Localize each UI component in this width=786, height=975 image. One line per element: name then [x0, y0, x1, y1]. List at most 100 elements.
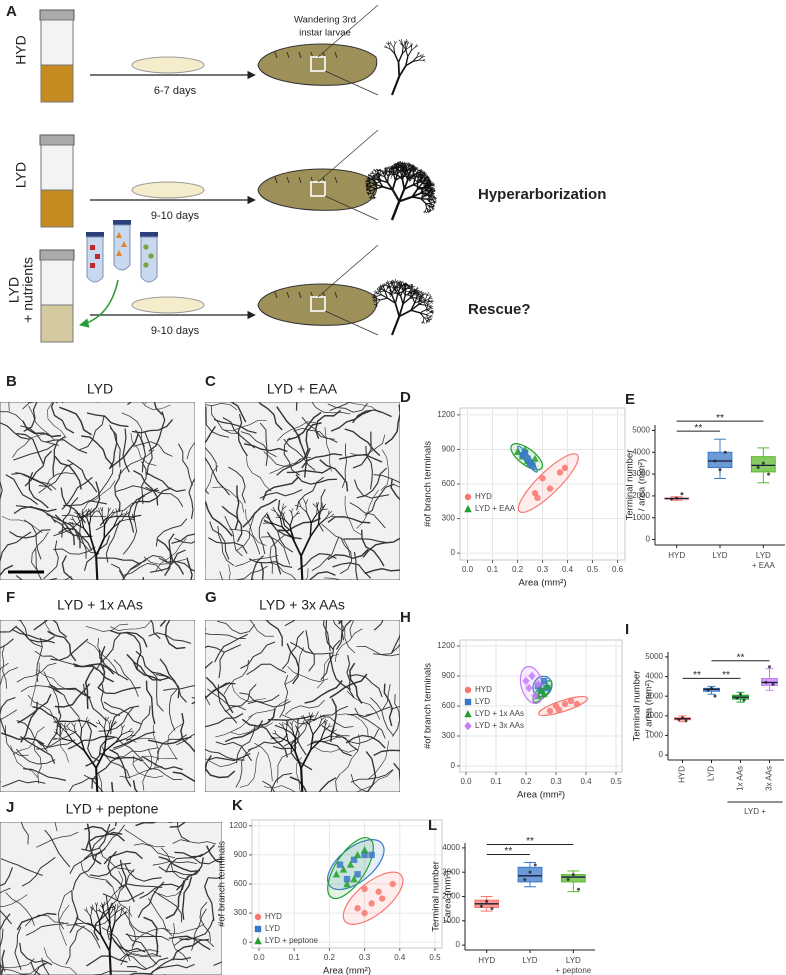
- neurite: [205, 762, 236, 779]
- dendrite: [423, 301, 426, 303]
- dendrite: [418, 300, 426, 305]
- dendrite: [296, 718, 299, 723]
- neurite: [286, 411, 322, 441]
- dendrite: [397, 284, 399, 288]
- dendrite: [107, 513, 112, 518]
- neurite: [0, 697, 16, 734]
- dendrite: [320, 731, 325, 741]
- dendrite: [430, 190, 434, 193]
- segment: [298, 51, 302, 59]
- panel-label: E: [625, 391, 635, 408]
- dendrite: [282, 726, 287, 733]
- dendrite: [418, 303, 425, 306]
- neurite: [390, 478, 400, 501]
- dendrite: [400, 280, 403, 284]
- dendrite: [274, 729, 277, 735]
- neurite: [0, 887, 11, 894]
- dendrite: [422, 172, 425, 175]
- point: [531, 691, 539, 701]
- dendrite: [426, 186, 430, 188]
- dendrite: [72, 740, 85, 752]
- dendrite: [376, 174, 379, 178]
- neurite: [38, 462, 75, 488]
- neurite: [109, 629, 148, 648]
- dendrite: [418, 169, 421, 172]
- point: [378, 895, 386, 902]
- dendrite: [387, 286, 390, 289]
- dendrite: [401, 46, 404, 54]
- dendrite: [384, 291, 388, 299]
- dendrite: [426, 292, 429, 296]
- dendrite: [422, 292, 426, 296]
- neurite: [85, 831, 123, 851]
- legend-marker: [464, 710, 472, 718]
- dendrite: [300, 555, 304, 580]
- y-tick-label: 300: [234, 908, 248, 917]
- neurite: [30, 961, 42, 975]
- dendrite: [427, 308, 431, 311]
- dendrite: [296, 512, 301, 515]
- neurite: [247, 700, 291, 708]
- dendrite: [401, 179, 406, 190]
- dendrite: [95, 555, 99, 580]
- duration: 9-10 days: [151, 210, 200, 222]
- dendrite: [405, 49, 409, 57]
- dendrite: [401, 166, 404, 171]
- dendrite: [424, 301, 429, 306]
- dendrite: [373, 179, 377, 185]
- neurite: [262, 780, 276, 792]
- dendrite: [119, 911, 123, 917]
- neurite: [336, 620, 356, 654]
- point: [718, 468, 722, 472]
- dendrite: [420, 197, 428, 200]
- trunk: [262, 498, 336, 580]
- dendrite: [369, 190, 372, 194]
- neurite: [205, 501, 233, 537]
- dendrite: [412, 59, 419, 62]
- dendrite: [111, 904, 115, 909]
- dendrite: [383, 287, 386, 292]
- neurite: [235, 747, 253, 788]
- y-tick-label: 4000: [442, 843, 460, 852]
- neurite: [92, 970, 137, 975]
- dendrite: [88, 517, 92, 526]
- neurite: [91, 756, 120, 789]
- neurite: [229, 528, 261, 555]
- dendrite: [385, 42, 390, 46]
- legend-marker: [464, 698, 472, 706]
- y-tick-label: 2000: [442, 892, 460, 901]
- neurite: [115, 485, 160, 492]
- x-tick-label: 0.1: [490, 777, 502, 786]
- dendrite: [86, 907, 88, 912]
- nutrient: [148, 253, 154, 259]
- y-tick-label: 1200: [229, 821, 247, 830]
- y-axis-label: Terminal number: [625, 450, 636, 521]
- dendrite: [397, 290, 405, 295]
- dendrite: [322, 503, 327, 509]
- tube: [113, 224, 131, 271]
- dendrite: [96, 902, 98, 907]
- neurite: [155, 518, 188, 547]
- dendrite: [294, 504, 301, 508]
- significance-label: **: [526, 836, 534, 847]
- dendrite: [286, 720, 289, 726]
- dendrite: [318, 719, 322, 727]
- dendrite: [104, 741, 116, 752]
- dendrite: [61, 727, 68, 734]
- zoom-line: [324, 195, 379, 221]
- dendrite: [415, 168, 419, 170]
- neurite: [364, 567, 400, 575]
- dendrite: [368, 189, 372, 191]
- point: [521, 449, 529, 457]
- x-tick-label: 0.2: [512, 565, 524, 574]
- dendrite: [398, 188, 406, 202]
- neurite: [95, 504, 132, 531]
- neurite: [46, 707, 62, 749]
- legend-marker: [464, 505, 472, 513]
- neurite: [131, 927, 171, 947]
- neurite: [20, 701, 38, 743]
- dendrite: [394, 302, 401, 317]
- neurite: [13, 443, 56, 461]
- dendrite: [91, 907, 94, 912]
- dendrite: [427, 179, 431, 182]
